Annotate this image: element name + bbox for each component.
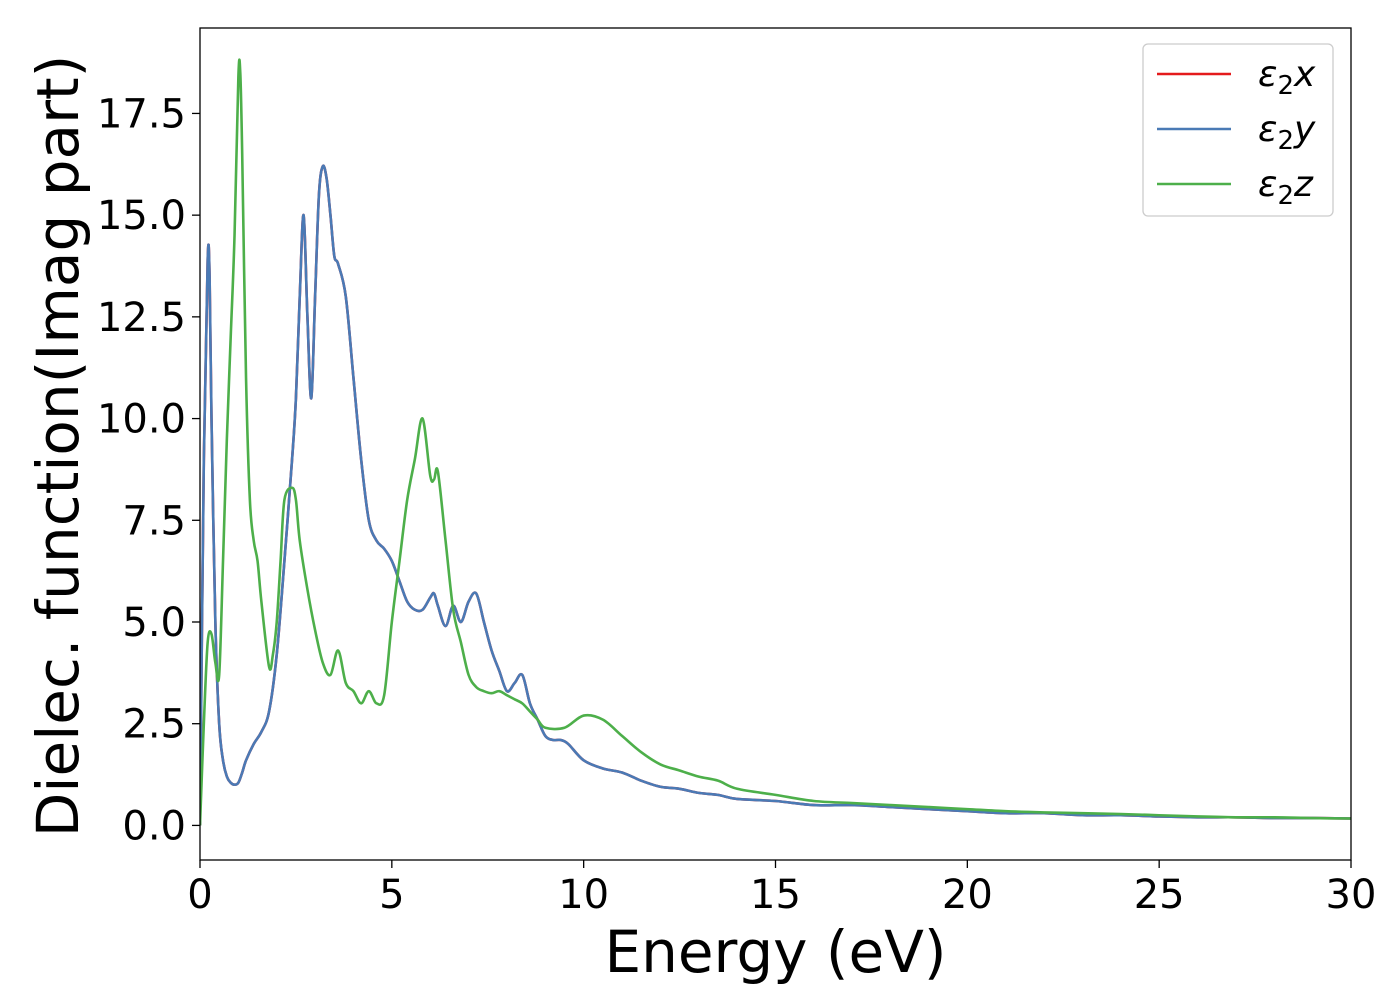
x-tick-label: 0 [187,872,212,918]
legend-box [1142,43,1334,217]
x-tick-label: 10 [558,872,609,918]
legend-subscript: 2 [1277,126,1294,156]
legend-symbol: ε [1258,109,1277,150]
legend-axis: y [1293,109,1316,150]
y-tick-label: 5.0 [122,600,186,646]
y-tick-label: 17.5 [97,91,186,137]
y-axis: 0.0 2.5 5.0 7.5 10.0 12.5 15.0 17.5 [97,91,200,849]
y-axis-label: Dielec. function(Imag part) [24,55,92,838]
x-tick-label: 30 [1326,872,1377,918]
series-line-y [200,164,1351,826]
x-tick-label: 5 [379,872,404,918]
legend-subscript: 2 [1277,181,1294,211]
x-axis-label: Energy (eV) [604,918,946,986]
series-line-z [200,58,1351,826]
legend-entry-y: ε2y [1258,109,1316,156]
series-layer [200,58,1351,826]
y-tick-label: 12.5 [97,295,186,341]
legend-axis: z [1293,164,1314,205]
y-tick-label: 15.0 [97,193,186,239]
legend-entry-x: ε2x [1258,54,1316,101]
legend-entry-z: ε2z [1258,164,1314,211]
x-axis: 0 5 10 15 20 25 30 [187,860,1376,918]
legend-subscript: 2 [1277,71,1294,101]
y-tick-label: 10.0 [97,397,186,443]
y-tick-label: 0.0 [122,803,186,849]
legend-symbol: ε [1258,54,1277,95]
x-tick-label: 25 [1134,872,1185,918]
legend-axis: x [1293,54,1316,95]
y-tick-label: 2.5 [122,702,186,748]
x-tick-label: 20 [942,872,993,918]
y-tick-label: 7.5 [122,498,186,544]
x-tick-label: 15 [750,872,801,918]
legend-symbol: ε [1258,164,1277,205]
